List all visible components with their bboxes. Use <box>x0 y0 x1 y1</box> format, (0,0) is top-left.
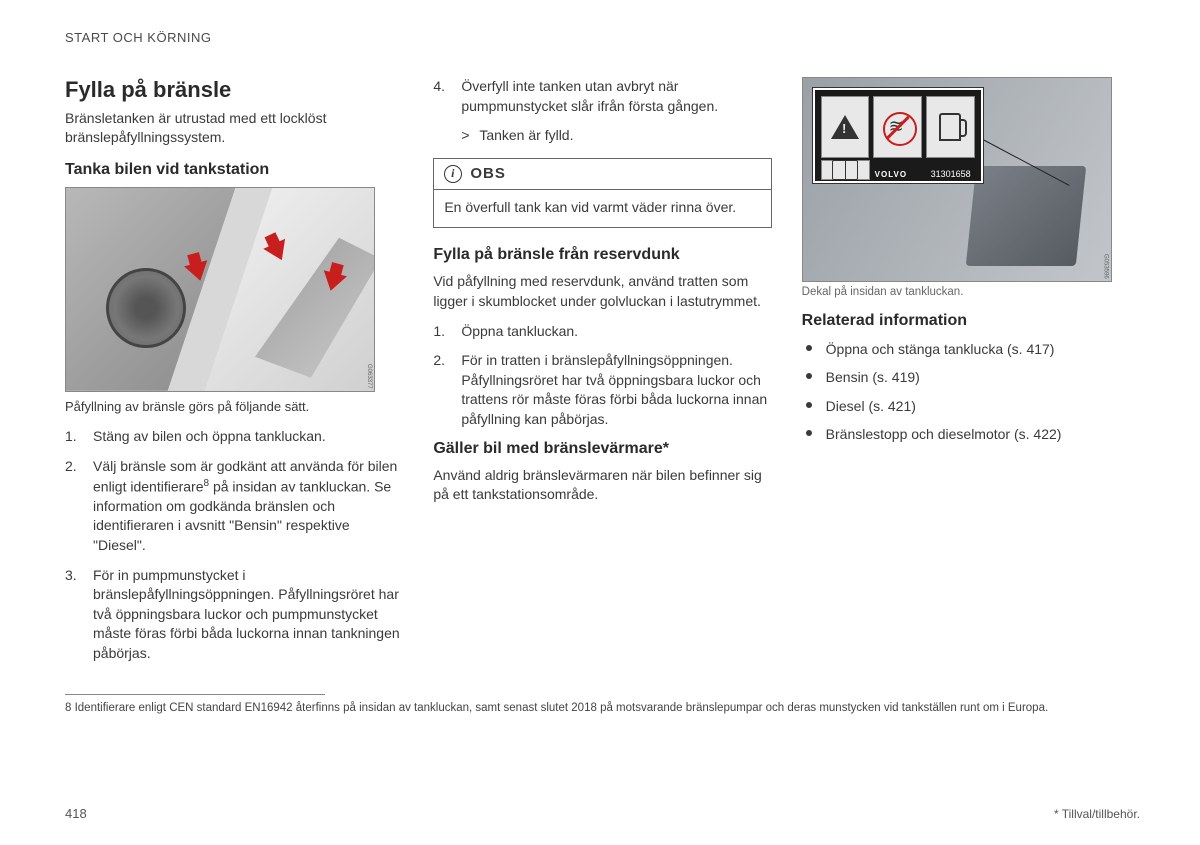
footnote-text: 8 Identifierare enligt CEN standard EN16… <box>65 701 1140 716</box>
related-link[interactable]: Bensin (s. 419) <box>806 366 1140 388</box>
body-text-bränslevärmare: Använd aldrig bränslevärmaren när bilen … <box>433 466 771 505</box>
section-title: Fylla på bränsle <box>65 77 403 103</box>
info-icon: i <box>444 165 462 183</box>
step-item: För in tratten i bränslepåfyllningsöppni… <box>433 351 771 429</box>
related-link[interactable]: Diesel (s. 421) <box>806 395 1140 417</box>
content-columns: Fylla på bränsle Bränsletanken är utrust… <box>65 77 1140 674</box>
subsection-bränslevärmare: Gäller bil med bränslevärmare* <box>433 440 771 458</box>
figure-code: G053596 <box>1103 254 1109 279</box>
steps-list-1-cont: Överfyll inte tanken utan avbryt när pum… <box>433 77 771 116</box>
fuel-pump-icon <box>926 96 975 158</box>
related-link[interactable]: Bränslestopp och dieselmotor (s. 422) <box>806 423 1140 445</box>
step-item: Stäng av bilen och öppna tankluckan. <box>65 427 403 447</box>
footnote-rule <box>65 694 325 695</box>
figure-caption: Påfyllning av bränsle görs på följande s… <box>65 398 403 416</box>
page-number: 418 <box>65 806 87 821</box>
note-header: i OBS <box>434 159 770 190</box>
step-item: Välj bränsle som är godkänt att använda … <box>65 457 403 556</box>
accessory-note: * Tillval/tillbehör. <box>1054 807 1140 821</box>
note-box: i OBS En överfull tank kan vid varmt väd… <box>433 158 771 229</box>
related-info-heading: Relaterad information <box>802 312 1140 330</box>
related-info-list: Öppna och stänga tanklucka (s. 417) Bens… <box>802 338 1140 446</box>
decal-brand: VOLVO <box>875 170 907 179</box>
page-header: START OCH KÖRNING <box>65 30 1140 45</box>
step-item: Öppna tankluckan. <box>433 322 771 342</box>
decal-callout: ≋ VOLVO 31301658 <box>813 88 983 183</box>
column-3: ≋ VOLVO 31301658 G053596 Dekal på insida… <box>802 77 1140 674</box>
figure-code: G063377 <box>366 364 372 389</box>
warning-triangle-icon <box>821 96 870 158</box>
intro-text: Bränsletanken är utrustad med ett locklö… <box>65 109 403 147</box>
column-2: Överfyll inte tanken utan avbryt när pum… <box>433 77 771 674</box>
step-item: Överfyll inte tanken utan avbryt när pum… <box>433 77 771 116</box>
fuel-cap-graphic <box>106 268 186 348</box>
figure-decal: ≋ VOLVO 31301658 G053596 <box>802 77 1112 282</box>
no-heat-icon: ≋ <box>873 96 922 158</box>
note-body: En överfull tank kan vid varmt väder rin… <box>434 190 770 228</box>
figure-fueling: G063377 <box>65 187 375 392</box>
subsection-tanka: Tanka bilen vid tankstation <box>65 161 403 179</box>
fuel-flap-graphic <box>965 166 1086 266</box>
manual-book-icon <box>821 160 870 180</box>
column-1: Fylla på bränsle Bränsletanken är utrust… <box>65 77 403 674</box>
step-result: Tanken är fylld. <box>433 126 771 146</box>
decal-number: 31301658 <box>931 169 971 179</box>
steps-list-2: Öppna tankluckan. För in tratten i bräns… <box>433 322 771 430</box>
steps-list-1: Stäng av bilen och öppna tankluckan. Väl… <box>65 427 403 663</box>
related-link[interactable]: Öppna och stänga tanklucka (s. 417) <box>806 338 1140 360</box>
subsection-reservdunk: Fylla på bränsle från reservdunk <box>433 246 771 264</box>
figure-caption: Dekal på insidan av tankluckan. <box>802 286 1140 298</box>
body-text-reservdunk: Vid påfyllning med reservdunk, använd tr… <box>433 272 771 311</box>
step-item: För in pumpmunstycket i bränslepåfyllnin… <box>65 566 403 664</box>
note-label: OBS <box>470 165 506 182</box>
